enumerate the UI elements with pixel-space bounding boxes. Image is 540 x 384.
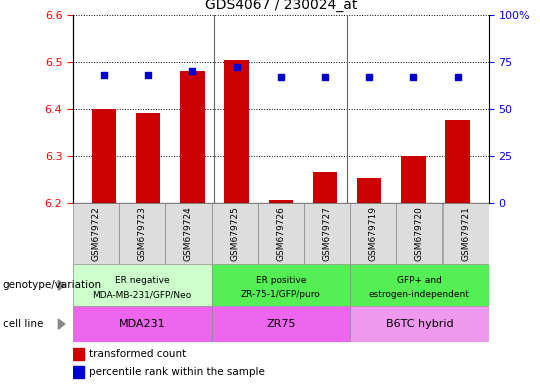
- Text: MDA231: MDA231: [119, 319, 166, 329]
- Bar: [446, 121, 470, 203]
- Bar: [396, 203, 442, 264]
- Text: GSM679724: GSM679724: [184, 206, 193, 261]
- Point: [232, 64, 241, 70]
- Text: ER negative: ER negative: [115, 276, 170, 285]
- Bar: [350, 306, 489, 342]
- Point: [365, 74, 374, 80]
- Bar: [212, 203, 258, 264]
- Bar: [73, 306, 212, 342]
- Bar: [357, 178, 381, 203]
- Bar: [92, 109, 116, 203]
- Text: GSM679719: GSM679719: [369, 206, 377, 261]
- Title: GDS4067 / 230024_at: GDS4067 / 230024_at: [205, 0, 357, 12]
- Text: cell line: cell line: [3, 319, 43, 329]
- Bar: [304, 203, 350, 264]
- Text: MDA-MB-231/GFP/Neo: MDA-MB-231/GFP/Neo: [92, 290, 192, 299]
- Point: [321, 74, 329, 80]
- Point: [276, 74, 285, 80]
- Text: GSM679727: GSM679727: [322, 206, 332, 261]
- Text: GSM679725: GSM679725: [230, 206, 239, 261]
- Text: GSM679720: GSM679720: [415, 206, 424, 261]
- Text: B6TC hybrid: B6TC hybrid: [386, 319, 453, 329]
- Bar: [73, 366, 84, 378]
- Text: GSM679722: GSM679722: [91, 206, 100, 261]
- Text: ZR-75-1/GFP/puro: ZR-75-1/GFP/puro: [241, 290, 321, 299]
- Bar: [350, 203, 396, 264]
- Point: [409, 74, 418, 80]
- Bar: [442, 203, 489, 264]
- Bar: [212, 306, 350, 342]
- Bar: [136, 113, 160, 203]
- Text: percentile rank within the sample: percentile rank within the sample: [89, 367, 265, 377]
- Bar: [268, 200, 293, 203]
- Text: genotype/variation: genotype/variation: [3, 280, 102, 290]
- Point: [188, 68, 197, 74]
- Bar: [313, 172, 337, 203]
- Bar: [401, 156, 426, 203]
- Bar: [73, 348, 84, 360]
- Bar: [119, 203, 165, 264]
- Text: transformed count: transformed count: [89, 349, 186, 359]
- Bar: [258, 203, 304, 264]
- Bar: [225, 60, 249, 203]
- Bar: [350, 264, 489, 306]
- Text: estrogen-independent: estrogen-independent: [369, 290, 470, 299]
- Text: GSM679726: GSM679726: [276, 206, 285, 261]
- Bar: [212, 264, 350, 306]
- Text: GSM679723: GSM679723: [138, 206, 147, 261]
- Point: [453, 74, 462, 80]
- Point: [100, 72, 109, 78]
- Text: ZR75: ZR75: [266, 319, 295, 329]
- Point: [144, 72, 152, 78]
- Bar: [180, 71, 205, 203]
- Text: GSM679721: GSM679721: [461, 206, 470, 261]
- Bar: [73, 203, 119, 264]
- Text: ER positive: ER positive: [255, 276, 306, 285]
- Bar: [165, 203, 212, 264]
- Text: GFP+ and: GFP+ and: [397, 276, 442, 285]
- Bar: [73, 264, 212, 306]
